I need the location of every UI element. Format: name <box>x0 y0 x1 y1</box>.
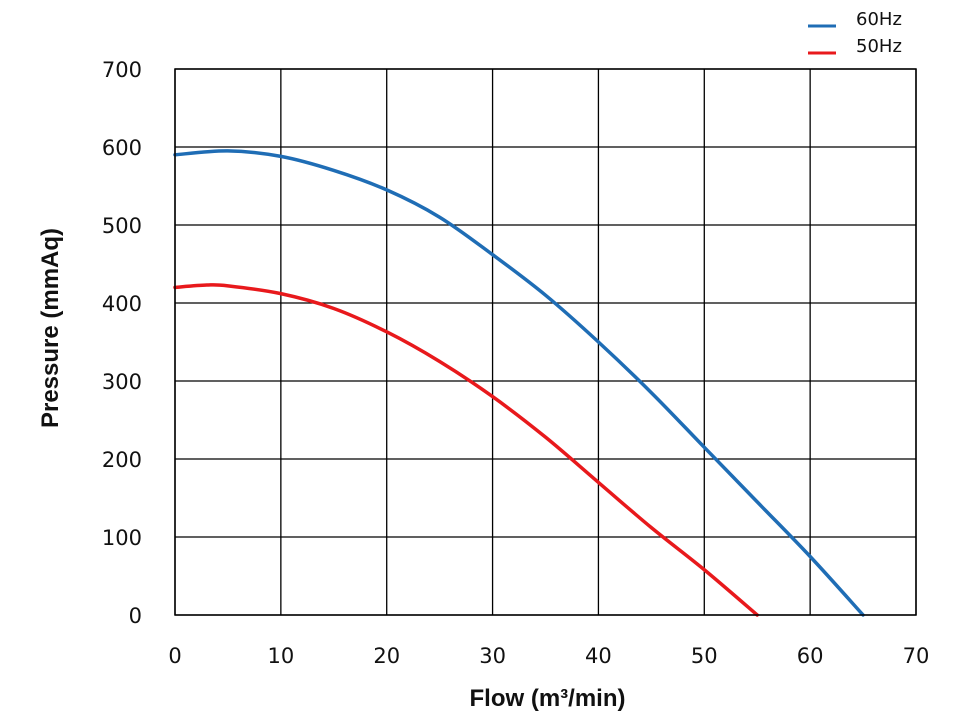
y-tick-label: 700 <box>102 58 142 82</box>
grid <box>174 68 917 616</box>
y-tick-label: 300 <box>102 370 142 394</box>
series-lines <box>173 149 865 617</box>
x-tick-label: 60 <box>797 644 824 668</box>
y-tick-label: 100 <box>102 526 142 550</box>
y-axis-title: Pressure (mmAq) <box>37 228 64 428</box>
plot-frame <box>174 68 917 616</box>
series-line-60hz <box>173 149 865 617</box>
y-tick-label: 600 <box>102 136 142 160</box>
series-line-50hz <box>173 283 759 617</box>
x-tick-label: 10 <box>267 644 294 668</box>
x-tick-label: 30 <box>479 644 506 668</box>
y-tick-label: 200 <box>102 448 142 472</box>
y-tick-label: 400 <box>102 292 142 316</box>
x-tick-label: 40 <box>585 644 612 668</box>
y-tick-label: 500 <box>102 214 142 238</box>
x-tick-label: 0 <box>168 644 181 668</box>
y-tick-label: 0 <box>129 604 142 628</box>
legend-label: 50Hz <box>856 36 902 57</box>
x-tick-label: 70 <box>903 644 930 668</box>
legend: 60Hz 50Hz <box>808 9 902 57</box>
legend-label: 60Hz <box>856 9 902 30</box>
x-tick-label: 20 <box>373 644 400 668</box>
x-axis-title: Flow (m³/min) <box>470 685 626 712</box>
x-tick-label: 50 <box>691 644 718 668</box>
